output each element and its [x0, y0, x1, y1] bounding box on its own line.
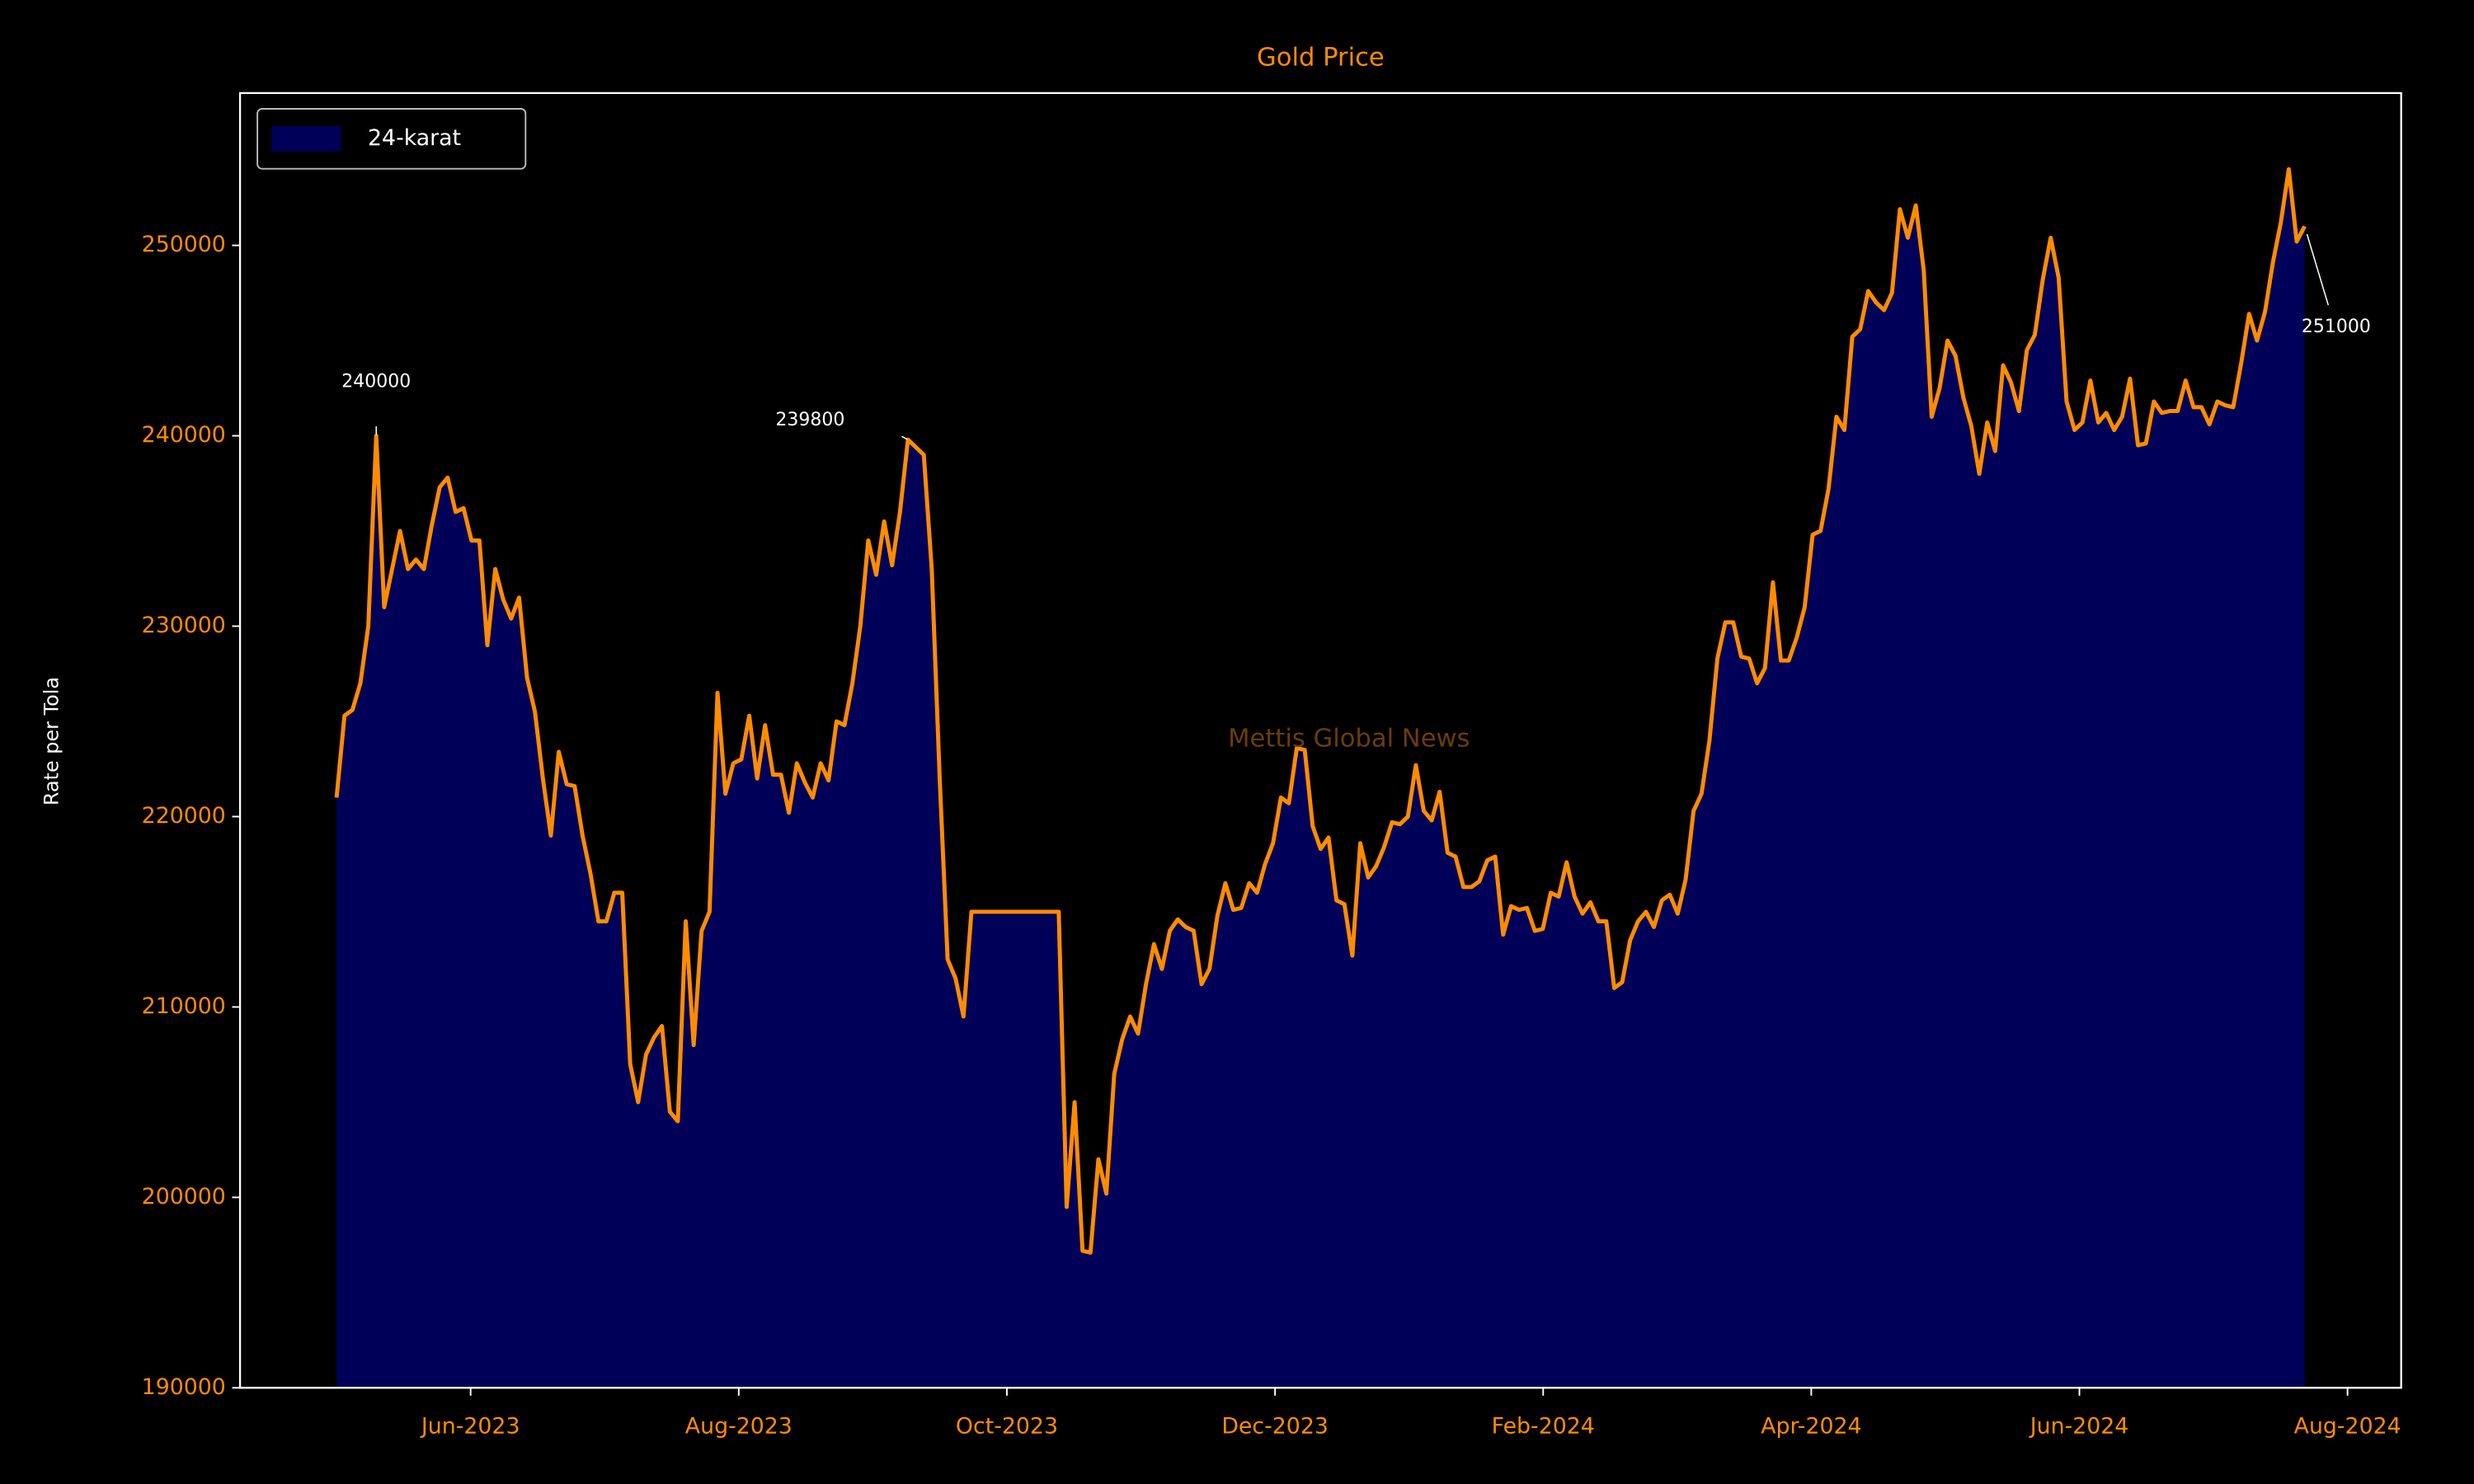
legend-swatch — [271, 126, 341, 152]
annotation: 239800 — [775, 410, 844, 430]
axes-frame — [238, 92, 2402, 1389]
legend: 24-karat — [256, 108, 527, 170]
legend-label: 24-karat — [368, 125, 461, 151]
y-tick-label: 230000 — [142, 613, 226, 638]
watermark: Mettis Global News — [1228, 725, 1470, 754]
x-tick-label: Aug-2024 — [2294, 1414, 2401, 1439]
legend-box — [256, 108, 527, 170]
x-tick-label: Feb-2024 — [1492, 1414, 1595, 1439]
y-tick-label: 220000 — [142, 803, 226, 829]
line — [334, 167, 2307, 1255]
y-tick-label: 240000 — [142, 422, 226, 448]
annotation: 251000 — [2302, 317, 2371, 337]
x-tick-label: Aug-2023 — [685, 1414, 793, 1439]
plot-area — [334, 167, 2307, 1388]
annotation: 240000 — [341, 372, 411, 392]
annotation-leader — [901, 435, 908, 440]
y-tick-label: 250000 — [142, 232, 226, 257]
chart-title: Gold Price — [1257, 43, 1385, 72]
y-tick-label: 200000 — [142, 1184, 226, 1209]
x-tick-label: Jun-2023 — [420, 1414, 520, 1439]
area — [336, 169, 2305, 1388]
x-tick-label: Jun-2024 — [2029, 1414, 2129, 1439]
x-tick-label: Oct-2023 — [956, 1414, 1058, 1439]
y-tick-label: 210000 — [142, 993, 226, 1019]
annotation-leader — [2306, 233, 2330, 306]
y-tick-label: 190000 — [142, 1374, 226, 1400]
y-axis-label: Rate per Tola — [40, 677, 63, 805]
x-tick-label: Dec-2023 — [1221, 1414, 1329, 1439]
x-tick-label: Apr-2024 — [1761, 1414, 1861, 1439]
